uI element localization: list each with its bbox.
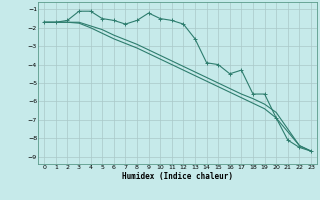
X-axis label: Humidex (Indice chaleur): Humidex (Indice chaleur) [122,172,233,181]
